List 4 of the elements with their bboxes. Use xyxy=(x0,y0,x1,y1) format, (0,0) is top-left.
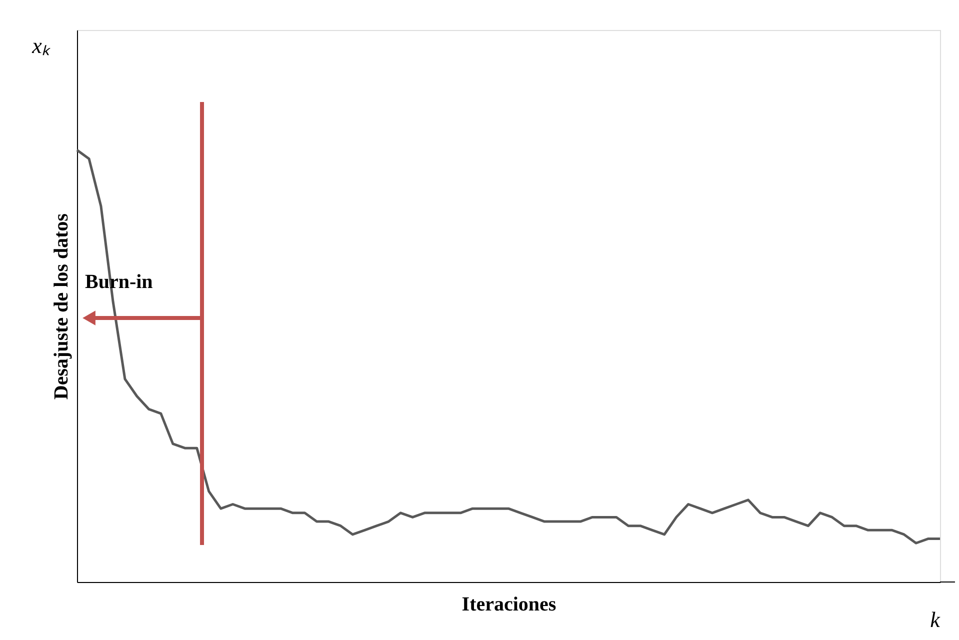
x-axis-title: Iteraciones xyxy=(462,594,556,616)
text: xₖ xyxy=(31,33,51,58)
y-axis-title: Desajuste de los datos xyxy=(50,213,72,400)
text: k xyxy=(930,607,942,632)
